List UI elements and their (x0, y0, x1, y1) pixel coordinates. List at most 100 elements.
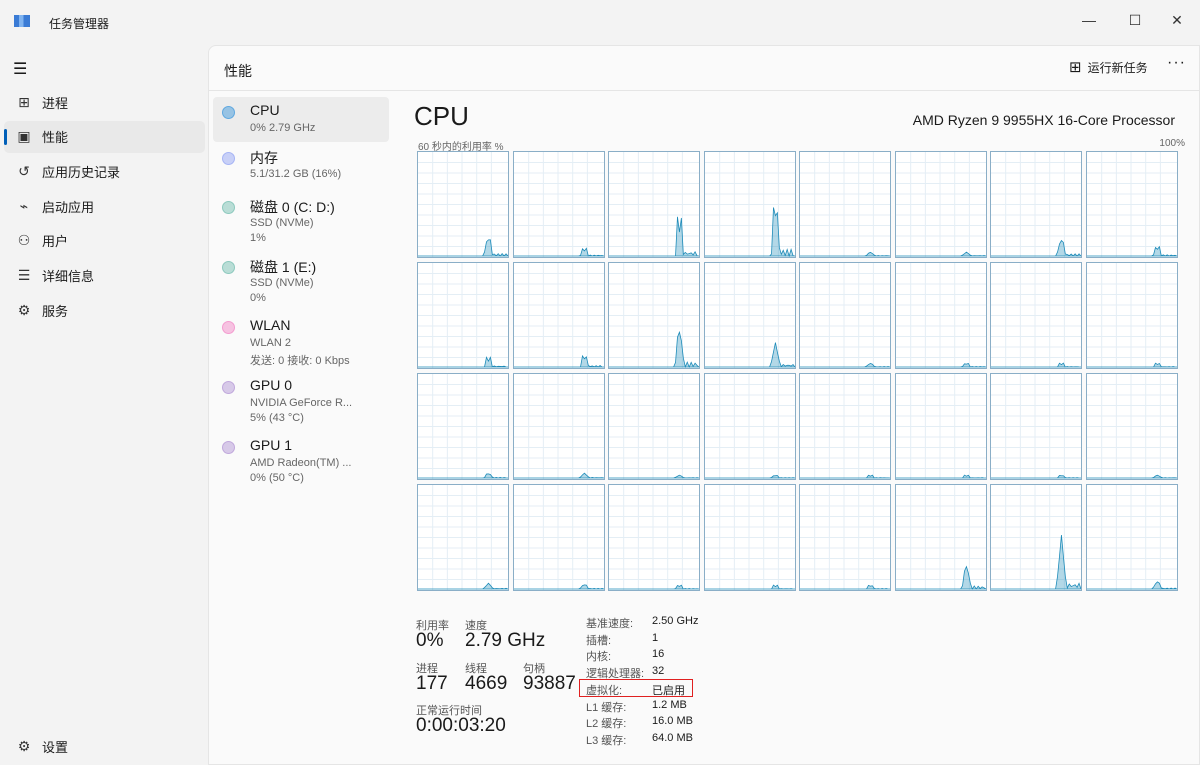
details-icon: ☰ (17, 267, 31, 283)
core-usage-trace (513, 584, 604, 590)
device-detail: AMD Radeon(TM) ... (250, 457, 352, 469)
sidebar-item-users[interactable]: ⚇ 用户 (4, 225, 205, 257)
core-usage-trace (609, 474, 700, 479)
core-usage-trace (800, 584, 891, 590)
detail-value: 16 (652, 648, 665, 661)
detail-label: L3 缓存: (586, 734, 627, 747)
detail-label: 逻辑处理器: (586, 668, 645, 681)
core-graph (894, 373, 987, 480)
core-graph (703, 373, 796, 480)
sidebar-item-label: 性能 (42, 130, 69, 146)
device-item[interactable]: 磁盘 1 (E:) SSD (NVMe) 0% (213, 252, 389, 310)
core-graph (990, 484, 1082, 591)
core-usage-trace (704, 207, 795, 258)
detail-value: 1.2 MB (652, 698, 687, 711)
device-item[interactable]: 内存 5.1/31.2 GB (16%) (213, 143, 389, 188)
graph-label: 60 秒内的利用率 % (418, 142, 504, 153)
close-button[interactable]: ✕ (1171, 12, 1183, 28)
graph-max-label: 100% (1159, 138, 1185, 149)
core-usage-trace (418, 239, 509, 257)
run-new-task-label: 运行新任务 (1087, 60, 1148, 75)
sidebar-item-processes[interactable]: ⊞ 进程 (4, 86, 205, 118)
core-usage-trace (895, 474, 986, 479)
sidebar: ☰ ⊞ 进程 ▣ 性能 ↺ 应用历史记录 ⌁ 启动应用 ⚇ 用户 ☰ 详细信息 … (0, 45, 208, 765)
core-usage-trace (609, 216, 700, 257)
highlight-box (579, 679, 693, 697)
more-options-button[interactable]: ··· (1167, 54, 1186, 71)
core-usage-trace (895, 251, 986, 257)
core-graph (799, 151, 891, 258)
util-label: 利用率 (416, 620, 449, 632)
device-color-dot (222, 152, 235, 165)
core-usage-trace (513, 354, 604, 368)
core-graph (608, 373, 700, 480)
device-detail: 5% (43 °C) (250, 412, 304, 424)
history-icon: ↺ (18, 162, 30, 179)
device-detail: 1% (250, 232, 266, 244)
device-color-dot (222, 201, 235, 214)
menu-icon[interactable]: ☰ (13, 61, 28, 78)
device-name: GPU 0 (250, 377, 293, 393)
sidebar-item-history[interactable]: ↺ 应用历史记录 (4, 155, 205, 187)
core-graph (990, 151, 1082, 258)
core-graph (894, 484, 987, 591)
device-item[interactable]: 磁盘 0 (C: D:) SSD (NVMe) 1% (213, 192, 389, 250)
device-detail: 0% 2.79 GHz (250, 122, 316, 134)
detail-value: 已启用 (652, 684, 685, 697)
run-new-task-button[interactable]: ⊞ 运行新任务 (1069, 58, 1148, 76)
sidebar-item-startup[interactable]: ⌁ 启动应用 (4, 190, 205, 222)
core-graph (1085, 373, 1178, 480)
core-graph (703, 262, 796, 369)
device-color-dot (222, 321, 235, 334)
speed-label: 速度 (465, 620, 487, 632)
performance-icon: ▣ (17, 128, 31, 145)
sidebar-item-services[interactable]: ⚙ 服务 (4, 294, 205, 326)
core-usage-trace (513, 247, 604, 257)
device-name: 磁盘 0 (C: D:) (250, 199, 335, 215)
device-item[interactable]: WLAN WLAN 2 发送: 0 接收: 0 Kbps (213, 312, 389, 370)
uptime-value: 0:00:03:20 (416, 715, 506, 736)
maximize-button[interactable]: ☐ (1128, 12, 1142, 28)
core-graph (703, 151, 796, 258)
core-usage-trace (895, 362, 986, 368)
sidebar-item-performance[interactable]: ▣ 性能 (4, 120, 205, 153)
core-usage-trace (418, 582, 509, 590)
device-item[interactable]: GPU 1 AMD Radeon(TM) ... 0% (50 °C) (213, 432, 389, 490)
speed-value: 2.79 GHz (465, 630, 546, 651)
handles-label: 句柄 (523, 663, 545, 675)
detail-label: 插槽: (586, 634, 612, 647)
core-graph (512, 262, 605, 369)
core-usage-trace (1086, 245, 1177, 257)
processes-icon: ⊞ (18, 93, 30, 110)
device-color-dot (222, 441, 235, 454)
sidebar-item-settings[interactable]: ⚙ 设置 (4, 730, 205, 762)
core-usage-trace (800, 362, 891, 368)
device-detail: 发送: 0 接收: 0 Kbps (250, 355, 350, 367)
core-graph (990, 373, 1082, 480)
sidebar-item-details[interactable]: ☰ 详细信息 (4, 260, 205, 292)
core-usage-trace (513, 472, 604, 479)
device-item[interactable]: CPU 0% 2.79 GHz (213, 97, 389, 142)
core-usage-trace (991, 362, 1082, 368)
core-usage-trace (991, 475, 1082, 479)
sidebar-item-label: 应用历史记录 (42, 164, 121, 180)
processes-value: 177 (416, 673, 448, 694)
device-detail: SSD (NVMe) (250, 217, 314, 229)
core-graph (799, 262, 891, 369)
device-name: 内存 (250, 150, 278, 166)
minimize-button[interactable]: — (1082, 12, 1096, 28)
core-graph (703, 484, 796, 591)
device-name: CPU (250, 102, 280, 118)
detail-value: 16.0 MB (652, 715, 693, 728)
core-graph (799, 373, 891, 480)
detail-value: 2.50 GHz (652, 615, 699, 627)
task-manager-icon (14, 15, 30, 27)
core-graph (608, 484, 700, 591)
core-graph (512, 151, 605, 258)
threads-label: 线程 (465, 663, 487, 675)
device-item[interactable]: GPU 0 NVIDIA GeForce R... 5% (43 °C) (213, 372, 389, 430)
core-usage-trace (704, 584, 795, 590)
device-detail: SSD (NVMe) (250, 277, 314, 289)
sidebar-item-label: 设置 (42, 739, 69, 755)
detail-label: 虚拟化: (586, 684, 623, 697)
